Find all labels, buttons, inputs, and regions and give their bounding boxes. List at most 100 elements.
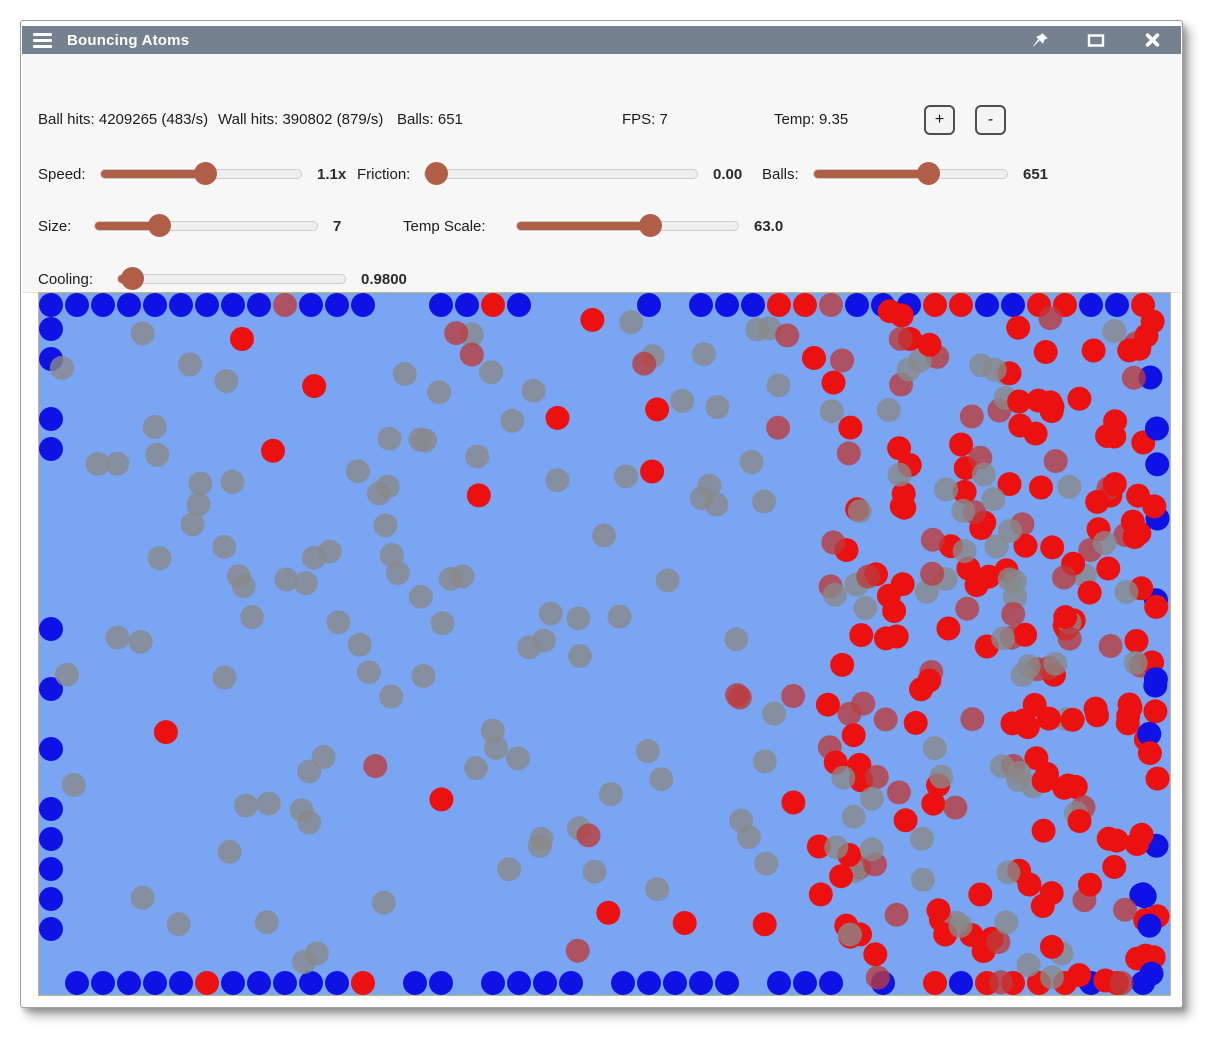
ball-gray bbox=[214, 369, 239, 394]
ball-red bbox=[1133, 943, 1158, 968]
ball-gray bbox=[1010, 663, 1035, 688]
ball-blue bbox=[39, 737, 63, 761]
ball-red bbox=[830, 652, 855, 677]
ball-gray bbox=[991, 626, 1016, 651]
speed-label: Speed: bbox=[38, 165, 86, 183]
ball-gray bbox=[254, 910, 279, 935]
ball-red bbox=[1145, 766, 1170, 791]
ball-red_dim bbox=[1121, 365, 1146, 390]
ball-red bbox=[1085, 703, 1110, 728]
ball-gray bbox=[951, 498, 976, 523]
ball-red bbox=[838, 415, 863, 440]
ball-gray bbox=[505, 746, 530, 771]
ball-gray bbox=[1043, 651, 1068, 676]
ball-red bbox=[923, 971, 947, 995]
ball-gray bbox=[766, 373, 791, 398]
ball-red bbox=[302, 374, 327, 399]
ball-gray bbox=[347, 632, 372, 657]
ball-blue bbox=[247, 293, 271, 317]
ball-red bbox=[1029, 475, 1053, 500]
ball-blue bbox=[1145, 452, 1170, 477]
ball-gray bbox=[929, 764, 954, 789]
ball-blue bbox=[767, 971, 791, 995]
balls-slider-thumb[interactable] bbox=[916, 162, 940, 185]
title-bar: Bouncing Atoms bbox=[22, 26, 1181, 54]
ball-blue bbox=[403, 971, 427, 995]
ball-gray bbox=[568, 644, 592, 668]
ball-blue bbox=[39, 617, 63, 641]
ball-blue bbox=[1105, 293, 1129, 317]
ball-red_dim bbox=[989, 970, 1014, 995]
ball-gray bbox=[142, 415, 167, 439]
ball-gray bbox=[984, 534, 1009, 559]
ball-red_dim bbox=[864, 765, 889, 789]
ball-blue bbox=[845, 293, 869, 317]
ball-blue bbox=[637, 971, 661, 995]
friction-slider-thumb[interactable] bbox=[424, 162, 448, 185]
wall-hits-stat: Wall hits: 390802 (879/s) bbox=[218, 111, 384, 128]
decrease-button[interactable]: - bbox=[975, 105, 1006, 135]
ball-blue bbox=[1143, 667, 1168, 692]
temp-scale-slider-thumb[interactable] bbox=[638, 214, 662, 237]
ball-blue bbox=[1001, 293, 1025, 317]
cooling-slider-thumb[interactable] bbox=[120, 267, 144, 290]
size-value: 7 bbox=[333, 217, 342, 235]
ball-red bbox=[893, 808, 918, 833]
ball-blue bbox=[39, 887, 63, 911]
friction-slider[interactable] bbox=[424, 162, 698, 185]
ball-blue bbox=[663, 971, 687, 995]
ball-blue bbox=[1137, 721, 1162, 746]
ball-blue bbox=[299, 971, 323, 995]
close-icon[interactable] bbox=[1137, 28, 1167, 52]
ball-hits-stat: Ball hits: 4209265 (483/s) bbox=[38, 111, 209, 128]
ball-gray bbox=[385, 561, 410, 585]
maximize-icon[interactable] bbox=[1081, 28, 1111, 52]
speed-slider-thumb[interactable] bbox=[194, 162, 217, 185]
ball-blue bbox=[1131, 882, 1155, 907]
size-slider[interactable] bbox=[94, 214, 318, 237]
cooling-value: 0.9800 bbox=[361, 270, 407, 288]
temp-scale-slider[interactable] bbox=[516, 214, 739, 237]
ball-blue bbox=[221, 293, 245, 317]
ball-gray bbox=[1057, 474, 1082, 499]
ball-red_dim bbox=[576, 823, 601, 848]
ball-red bbox=[1067, 809, 1092, 834]
ball-gray bbox=[752, 749, 777, 774]
window-title: Bouncing Atoms bbox=[67, 31, 190, 49]
ball-red bbox=[926, 898, 951, 923]
ball-blue bbox=[637, 293, 661, 317]
balls-slider[interactable] bbox=[813, 162, 1008, 185]
ball-red bbox=[1067, 386, 1092, 411]
ball-red bbox=[917, 332, 942, 357]
ball-gray bbox=[357, 660, 381, 685]
hamburger-menu-icon[interactable] bbox=[33, 32, 52, 48]
ball-gray bbox=[649, 767, 674, 792]
ball-gray bbox=[178, 352, 202, 377]
speed-slider-group: Speed: 1.1x bbox=[38, 160, 346, 188]
ball-gray bbox=[670, 388, 695, 413]
ball-red bbox=[261, 438, 285, 463]
ball-red bbox=[1022, 692, 1047, 717]
ball-gray bbox=[379, 684, 404, 709]
ball-gray bbox=[876, 398, 901, 423]
ball-blue bbox=[117, 293, 141, 317]
temp-scale-value: 63.0 bbox=[754, 217, 784, 235]
ball-red bbox=[949, 293, 973, 317]
ball-gray bbox=[326, 610, 351, 635]
increase-button[interactable]: + bbox=[924, 105, 955, 135]
ball-gray bbox=[592, 523, 616, 548]
ball-blue bbox=[39, 827, 63, 851]
pin-icon[interactable] bbox=[1025, 28, 1055, 52]
ball-gray bbox=[130, 321, 155, 346]
ball-gray bbox=[934, 477, 959, 502]
ball-gray bbox=[293, 571, 318, 596]
ball-gray bbox=[822, 582, 847, 607]
ball-gray bbox=[130, 885, 155, 910]
ball-red_dim bbox=[856, 564, 881, 589]
speed-slider[interactable] bbox=[100, 162, 302, 185]
cooling-slider[interactable] bbox=[117, 267, 346, 290]
ball-red bbox=[1060, 707, 1085, 732]
size-slider-thumb[interactable] bbox=[148, 214, 172, 237]
simulation-canvas[interactable] bbox=[38, 292, 1171, 996]
ball-red bbox=[802, 346, 826, 370]
